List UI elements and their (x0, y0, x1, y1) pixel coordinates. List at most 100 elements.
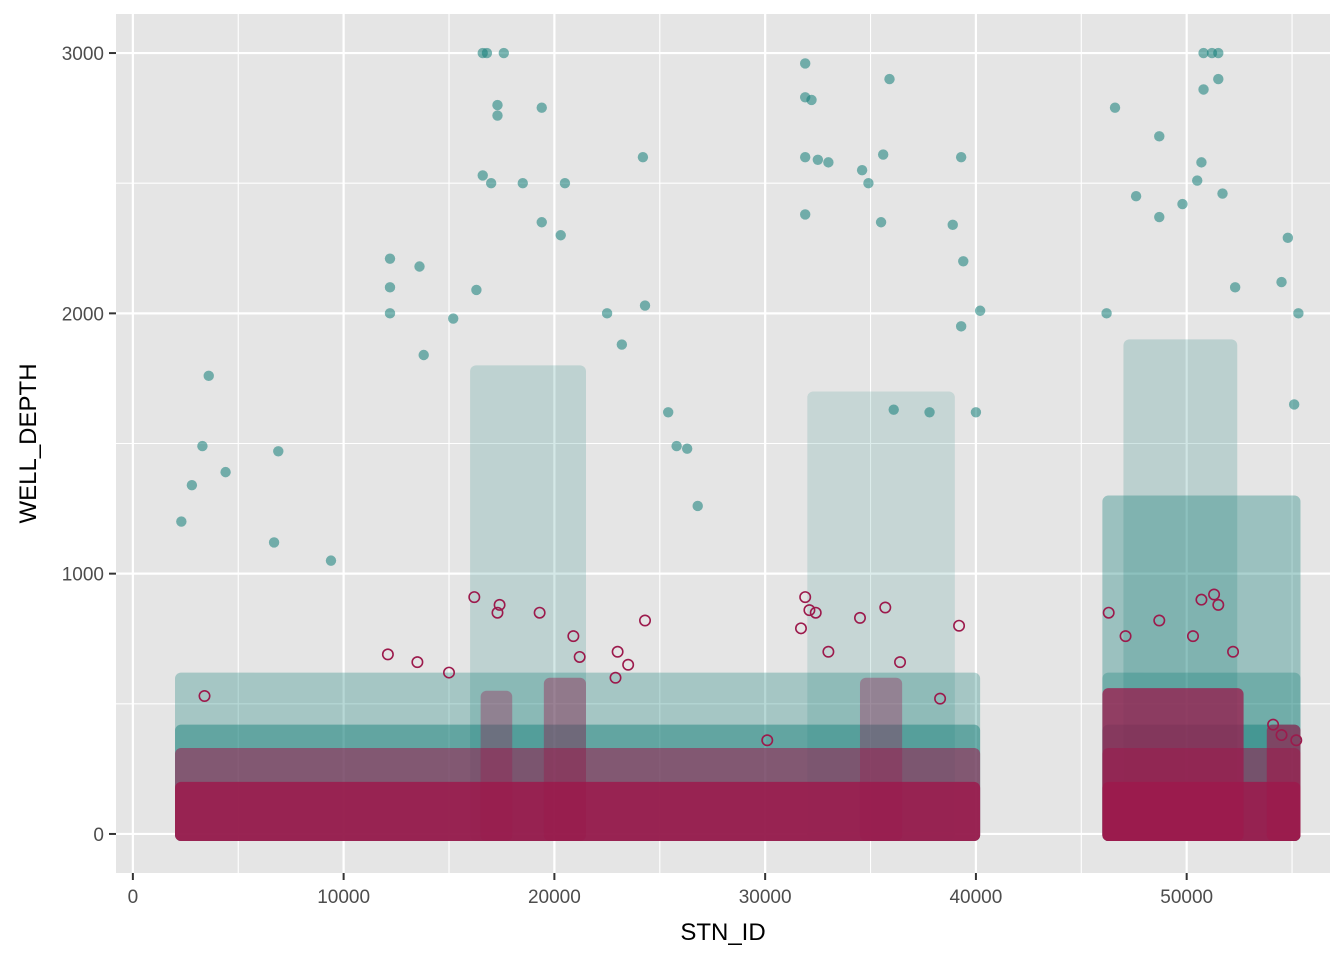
data-points (176, 47, 1304, 747)
teal-point (1109, 102, 1121, 113)
teal-point (477, 170, 488, 181)
teal-point (481, 47, 493, 59)
teal-point (1293, 308, 1304, 319)
teal-point (888, 404, 899, 415)
crimson-point (809, 606, 822, 619)
crimson-point (1227, 645, 1240, 658)
teal-point (806, 94, 817, 106)
teal-point (197, 440, 208, 452)
crimson-point (1102, 606, 1115, 619)
teal-point (498, 47, 510, 59)
crimson-point (622, 658, 635, 671)
crimson-point (1212, 598, 1225, 611)
crimson-cloud-band (480, 690, 513, 841)
teal-point (273, 446, 284, 457)
teal-point (414, 261, 425, 272)
teal-point (517, 177, 528, 189)
point-density-clouds (175, 339, 1301, 841)
teal-point (203, 370, 214, 382)
crimson-point (493, 598, 506, 611)
teal-point (176, 516, 187, 527)
crimson-point (468, 591, 481, 604)
x-tick-label: 20000 (528, 887, 581, 908)
x-axis-ticks: 0 10000 20000 30000 40000 50000 (128, 873, 1213, 908)
teal-point (1276, 276, 1287, 288)
crimson-point (794, 622, 807, 635)
y-axis-ticks: 0 1000 2000 3000 (62, 44, 116, 846)
teal-point (220, 466, 231, 478)
teal-point (448, 313, 459, 324)
x-tick-label: 30000 (739, 887, 792, 908)
crimson-cloud-band (1266, 724, 1301, 841)
teal-point (812, 154, 824, 165)
crimson-point (879, 601, 892, 614)
teal-point (1213, 47, 1224, 59)
y-tick-label: 0 (93, 825, 104, 846)
teal-point (1198, 84, 1209, 95)
teal-point (947, 219, 958, 231)
teal-point (958, 256, 969, 267)
teal-point (877, 149, 889, 160)
y-tick-label: 3000 (62, 44, 104, 65)
teal-point (471, 284, 482, 296)
teal-point (1101, 308, 1112, 319)
crimson-point (934, 692, 947, 705)
x-tick-label: 0 (128, 887, 139, 908)
teal-point (799, 209, 811, 220)
teal-point (663, 407, 674, 418)
teal-point (384, 308, 396, 319)
crimson-point (1290, 734, 1303, 747)
y-axis-title: WELL_DEPTH (15, 363, 42, 523)
teal-point (186, 479, 198, 491)
crimson-point (1119, 630, 1132, 643)
teal-point (970, 407, 982, 418)
teal-point (555, 230, 566, 241)
crimson-point (1267, 718, 1280, 731)
teal-point (1288, 399, 1300, 410)
teal-point (1154, 211, 1165, 223)
crimson-point (533, 606, 546, 619)
teal-point (637, 151, 649, 163)
crimson-point (381, 648, 394, 661)
teal-point (536, 217, 547, 228)
teal-point (692, 500, 703, 512)
x-axis-title: STN_ID (680, 919, 765, 946)
crimson-point (953, 619, 966, 632)
teal-point (559, 177, 571, 189)
teal-point (1196, 157, 1207, 168)
crimson-point (1195, 593, 1208, 606)
teal-point (325, 555, 337, 566)
teal-point (799, 151, 811, 163)
y-tick-label: 1000 (62, 565, 104, 586)
teal-point (1217, 188, 1228, 199)
crimson-point (803, 604, 816, 617)
teal-point (884, 73, 895, 85)
crimson-point (894, 656, 907, 669)
crimson-point (853, 611, 866, 624)
teal-point (875, 217, 887, 228)
teal-point (536, 102, 547, 113)
crimson-cloud-band (175, 781, 981, 841)
crimson-point (799, 591, 812, 604)
crimson-point (822, 645, 835, 658)
crimson-point (1187, 630, 1200, 643)
teal-point (384, 282, 396, 293)
teal-point (1213, 73, 1224, 85)
teal-point (671, 440, 682, 452)
teal-point (1154, 131, 1165, 142)
teal-point (1177, 198, 1188, 210)
teal-point (681, 443, 693, 454)
crimson-point (198, 689, 211, 702)
crimson-point (611, 645, 624, 658)
y-tick-label: 2000 (62, 304, 104, 325)
crimson-point (491, 606, 504, 619)
teal-point (639, 300, 651, 311)
teal-point (384, 253, 396, 264)
teal-point (955, 321, 967, 332)
teal-point (616, 339, 628, 350)
crimson-point (1153, 614, 1166, 627)
teal-point (1229, 282, 1241, 293)
crimson-point (411, 656, 424, 669)
